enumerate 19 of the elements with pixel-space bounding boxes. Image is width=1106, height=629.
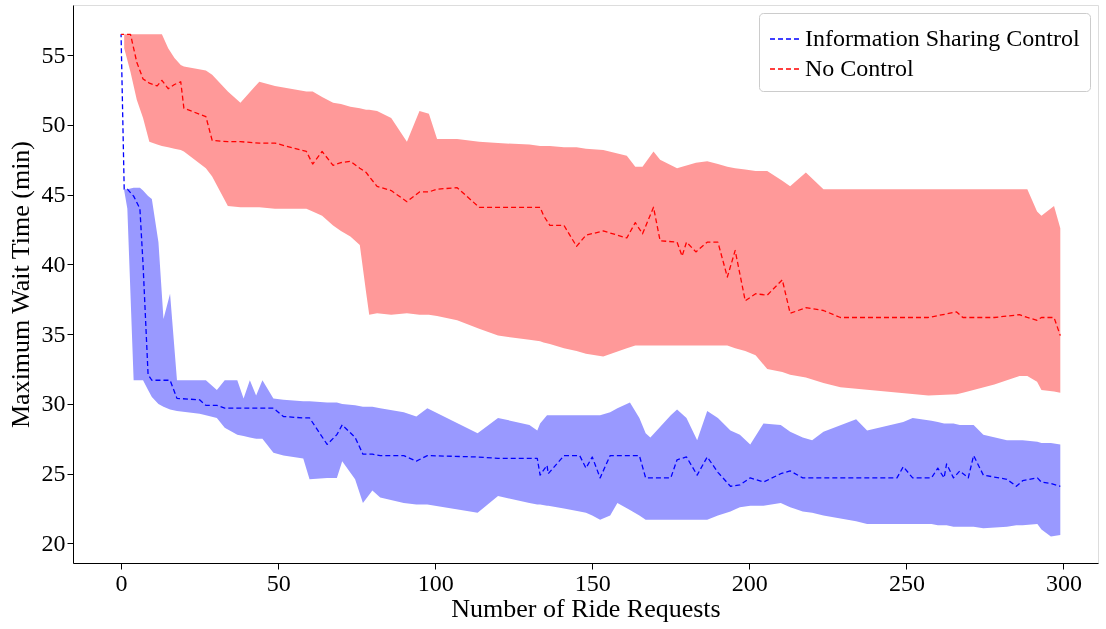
x-tick-label: 200 (731, 569, 768, 596)
x-tick-label: 300 (1045, 569, 1082, 596)
y-tick-label: 35 (41, 320, 66, 347)
y-tick-label: 55 (41, 41, 66, 68)
x-tick-label: 50 (266, 569, 291, 596)
x-axis-title: Number of Ride Requests (451, 593, 721, 623)
x-tick-label: 250 (888, 569, 925, 596)
y-tick-label: 20 (41, 529, 66, 556)
y-tick-label: 50 (41, 111, 66, 138)
y-tick-label: 40 (41, 250, 66, 277)
legend-label: Information Sharing Control (805, 25, 1080, 51)
y-tick-label: 30 (41, 390, 66, 417)
y-tick-label: 45 (41, 181, 66, 208)
x-tick-label: 150 (574, 569, 611, 596)
x-tick-label: 0 (115, 569, 128, 596)
x-tick-label: 100 (417, 569, 454, 596)
y-tick-label: 25 (41, 460, 66, 487)
legend-label: No Control (805, 55, 914, 81)
y-axis-title: Maximum Wait Time (min) (5, 140, 35, 429)
